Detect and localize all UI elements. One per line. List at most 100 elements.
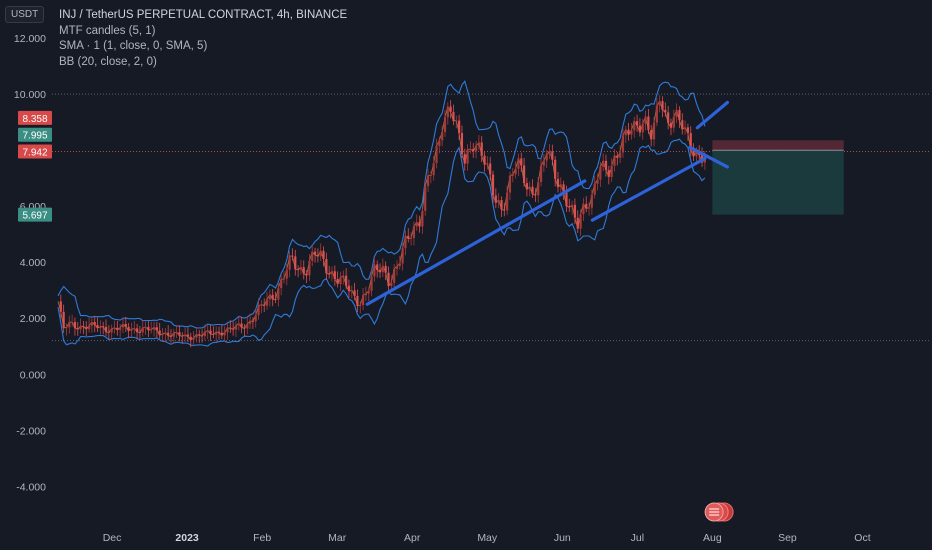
candle-body — [596, 179, 599, 184]
candle-body — [675, 109, 678, 118]
y-tick-label: -4.000 — [16, 481, 46, 493]
unit-selector[interactable]: USDT — [5, 6, 45, 23]
x-tick-label: 2023 — [175, 532, 199, 544]
price-label-box — [18, 144, 52, 159]
candle-body — [590, 194, 593, 208]
candle-body — [313, 251, 317, 255]
event-flag-icon — [704, 502, 734, 522]
candle-body — [305, 273, 308, 276]
price-label: 7.995 — [22, 131, 47, 142]
candle-body — [339, 277, 342, 284]
candle-body — [280, 279, 283, 289]
candle-body — [472, 148, 475, 152]
candle-body — [407, 235, 410, 239]
candle-body — [556, 178, 560, 188]
candle-body — [398, 263, 401, 266]
candle-body — [390, 282, 393, 286]
y-tick-label: 4.000 — [20, 257, 46, 269]
candle-body — [302, 267, 305, 274]
candle-body — [604, 160, 608, 171]
sma-line — [57, 100, 706, 341]
candle-body — [610, 165, 613, 177]
candle-body — [480, 142, 483, 156]
candle-body — [189, 336, 192, 340]
candle-body — [277, 288, 280, 300]
candle-body — [135, 328, 139, 333]
candle-body — [669, 122, 673, 128]
candle-body — [395, 265, 399, 269]
candle-body — [361, 295, 365, 306]
candle-body — [229, 327, 232, 329]
candle-body — [683, 127, 687, 130]
candle-body — [514, 168, 517, 175]
candle-body — [483, 155, 486, 165]
bb-upper-line — [57, 80, 706, 329]
candle-body — [150, 329, 153, 331]
candle-body — [333, 271, 336, 279]
candle-body — [240, 323, 243, 328]
candle-body — [387, 272, 390, 286]
candle-body — [359, 305, 362, 306]
candle-body — [217, 331, 221, 333]
candle-body — [234, 325, 238, 330]
candle-body — [206, 330, 209, 332]
candle-body — [579, 214, 582, 229]
candle-body — [443, 117, 447, 133]
candle-body — [525, 183, 529, 190]
indicator-bb[interactable]: BB (20, close, 2, 0) — [59, 55, 157, 68]
candle-body — [271, 294, 274, 300]
candle-body — [613, 155, 616, 166]
y-tick-label: 12.000 — [14, 33, 46, 45]
candle-body — [370, 276, 373, 291]
x-tick-label: Jul — [631, 532, 644, 544]
x-tick-label: Aug — [703, 532, 722, 544]
candle-body — [119, 327, 122, 330]
candle-body — [378, 270, 382, 273]
candle-body — [692, 150, 695, 157]
candle-body — [263, 304, 266, 306]
candle-body — [82, 326, 85, 327]
candle-body — [554, 159, 557, 179]
candle-body — [90, 321, 94, 326]
candle-body — [621, 135, 625, 153]
candle-body — [545, 154, 548, 161]
candle-body — [463, 154, 466, 164]
candle-body — [268, 294, 271, 300]
candle-body — [203, 331, 206, 336]
candle-body — [237, 323, 240, 326]
candle-body — [85, 326, 88, 330]
candle-body — [110, 328, 113, 333]
candle-body — [469, 148, 472, 150]
candle-body — [102, 326, 105, 328]
candle-body — [602, 160, 605, 167]
candle-body — [209, 330, 212, 334]
candle-body — [376, 264, 379, 271]
candle-body — [500, 200, 503, 210]
bb-lower-line — [57, 138, 706, 347]
candle-body — [144, 326, 147, 328]
candle-body — [667, 112, 670, 123]
trendline-1 — [365, 179, 587, 306]
candle-body — [517, 158, 520, 169]
candle-body — [635, 121, 639, 126]
candle-body — [356, 295, 359, 306]
candle-body — [559, 184, 562, 188]
indicator-mtf[interactable]: MTF candles (5, 1) — [59, 24, 156, 37]
candle-body — [455, 120, 458, 122]
candle-body — [497, 200, 500, 203]
x-tick-label: Apr — [404, 532, 421, 544]
candle-body — [593, 183, 596, 195]
candle-body — [664, 109, 667, 113]
candle-body — [424, 186, 427, 211]
candle-body — [141, 327, 144, 333]
bollinger-bands — [57, 80, 706, 347]
y-tick-label: -2.000 — [16, 425, 46, 437]
symbol-title: INJ / TetherUS PERPETUAL CONTRACT, 4h, B… — [59, 9, 348, 21]
candle-body — [328, 273, 331, 275]
indicator-sma[interactable]: SMA · 1 (1, close, 0, SMA, 5) — [59, 40, 208, 52]
candle-body — [562, 184, 565, 193]
candle-body — [429, 175, 432, 176]
trendline-4 — [688, 145, 729, 169]
candle-body — [282, 278, 286, 280]
